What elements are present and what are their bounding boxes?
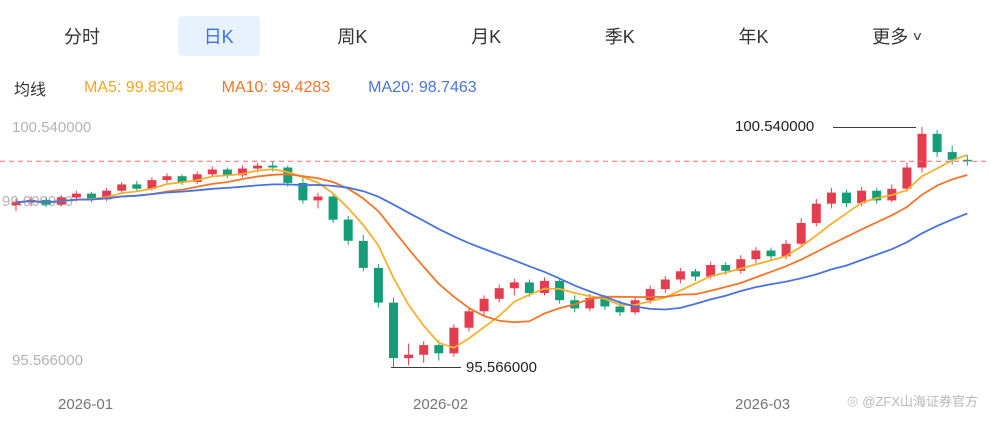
low-price-annotation: 95.566000 bbox=[466, 359, 537, 376]
chevron-down-icon: ∨ bbox=[911, 29, 924, 43]
period-tabs: 分时 日K 周K 月K 季K 年K 更多 ∨ bbox=[0, 16, 990, 56]
ma10-value: MA10: 99.4283 bbox=[221, 79, 331, 96]
ma-line-ma20 bbox=[15, 183, 968, 311]
high-price-annotation: 100.540000 bbox=[735, 118, 815, 135]
ma-legend: 均线 MA5: 99.8304 MA10: 99.4283 MA20: 98.7… bbox=[14, 76, 477, 100]
low-annotation-line bbox=[391, 367, 461, 368]
ma20-value: MA20: 98.7463 bbox=[368, 79, 477, 96]
x-axis-label-mar: 2026-03 bbox=[735, 396, 791, 413]
tab-more-label: 更多 bbox=[872, 27, 909, 47]
ma-line-ma10 bbox=[15, 173, 968, 324]
tab-quarterly-k[interactable]: 季K bbox=[604, 27, 635, 47]
tab-timeshare[interactable]: 分时 bbox=[64, 27, 100, 47]
watermark-text: @ZFX山海证券官方 bbox=[862, 394, 978, 409]
watermark-logo-icon: ◎ bbox=[846, 392, 859, 408]
ma-line-ma5 bbox=[15, 154, 968, 349]
x-axis-label-jan: 2026-01 bbox=[58, 396, 114, 413]
tab-weekly-k[interactable]: 周K bbox=[337, 27, 368, 47]
tab-yearly-k[interactable]: 年K bbox=[738, 27, 769, 47]
watermark: ◎ @ZFX山海证券官方 bbox=[847, 391, 978, 410]
ma-legend-title: 均线 bbox=[14, 82, 47, 99]
ma-lines-group bbox=[15, 154, 968, 349]
ma5-value: MA5: 99.8304 bbox=[84, 79, 184, 96]
tab-daily-k[interactable]: 日K bbox=[177, 16, 260, 56]
tab-monthly-k[interactable]: 月K bbox=[471, 27, 502, 47]
x-axis-label-feb: 2026-02 bbox=[413, 396, 469, 413]
high-annotation-line bbox=[833, 127, 916, 128]
y-axis-label-high: 100.540000 bbox=[12, 119, 92, 136]
tab-more[interactable]: 更多 ∨ bbox=[846, 16, 948, 56]
y-axis-label-low: 95.566000 bbox=[12, 352, 83, 369]
